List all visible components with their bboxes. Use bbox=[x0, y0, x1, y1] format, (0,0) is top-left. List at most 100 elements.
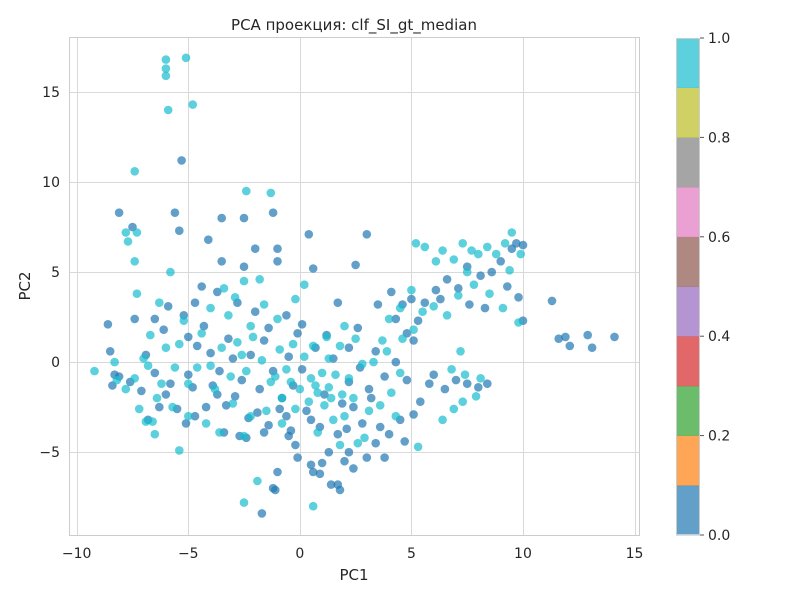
data-point-class-1 bbox=[514, 318, 523, 327]
data-point-class-0 bbox=[487, 267, 497, 277]
data-point-class-1 bbox=[291, 294, 300, 304]
data-point-class-0 bbox=[362, 453, 372, 462]
data-point-class-0 bbox=[130, 314, 139, 324]
data-point-class-0 bbox=[425, 379, 434, 389]
data-point-class-1 bbox=[143, 361, 153, 371]
data-point-class-1 bbox=[447, 365, 456, 374]
colorbar-band bbox=[676, 385, 700, 436]
data-point-class-1 bbox=[295, 384, 305, 394]
data-point-class-1 bbox=[257, 356, 267, 365]
grid-lines bbox=[70, 38, 639, 535]
data-point-class-1 bbox=[306, 374, 316, 383]
y-tick-label: 15 bbox=[42, 85, 60, 101]
data-point-class-0 bbox=[358, 419, 367, 428]
data-point-class-1 bbox=[163, 105, 173, 115]
data-point-class-0 bbox=[105, 347, 115, 356]
data-point-class-0 bbox=[163, 302, 173, 311]
data-point-class-1 bbox=[369, 357, 378, 367]
data-point-class-1 bbox=[418, 307, 427, 317]
data-point-class-0 bbox=[297, 320, 307, 329]
data-point-class-0 bbox=[230, 392, 240, 401]
colorbar-band bbox=[676, 286, 700, 337]
data-point-class-1 bbox=[458, 397, 468, 407]
data-point-class-1 bbox=[387, 388, 396, 398]
data-point-class-0 bbox=[273, 467, 282, 477]
data-point-class-0 bbox=[253, 408, 262, 417]
data-point-class-0 bbox=[337, 399, 347, 408]
data-point-class-1 bbox=[110, 357, 119, 367]
colorbar-band bbox=[676, 137, 700, 188]
data-point-class-0 bbox=[380, 453, 389, 462]
data-point-class-0 bbox=[349, 402, 358, 412]
data-point-class-1 bbox=[170, 363, 180, 372]
data-point-class-1 bbox=[398, 334, 407, 344]
data-point-class-0 bbox=[400, 437, 410, 446]
data-point-class-0 bbox=[273, 244, 282, 253]
data-point-class-1 bbox=[476, 374, 485, 383]
data-point-class-1 bbox=[360, 433, 369, 443]
data-point-class-1 bbox=[449, 404, 459, 414]
data-point-class-0 bbox=[353, 323, 363, 333]
data-point-class-1 bbox=[413, 442, 423, 452]
colorbar-frame bbox=[676, 38, 700, 535]
data-point-class-1 bbox=[286, 377, 296, 387]
data-point-class-0 bbox=[114, 208, 124, 217]
data-point-class-0 bbox=[284, 352, 294, 362]
data-point-class-1 bbox=[471, 392, 481, 401]
data-point-class-1 bbox=[395, 368, 405, 378]
colorbar-tick-label: 0.0 bbox=[708, 528, 730, 544]
data-point-class-0 bbox=[184, 332, 193, 342]
data-point-class-1 bbox=[273, 314, 282, 324]
data-point-class-1 bbox=[344, 374, 354, 383]
data-point-class-0 bbox=[391, 314, 401, 324]
data-point-class-0 bbox=[221, 401, 231, 410]
data-point-class-1 bbox=[161, 55, 171, 64]
data-point-class-1 bbox=[384, 314, 394, 324]
data-point-class-0 bbox=[184, 370, 193, 380]
data-point-class-0 bbox=[268, 208, 278, 217]
plot-frame bbox=[69, 37, 640, 536]
data-point-class-0 bbox=[380, 372, 389, 381]
data-point-class-0 bbox=[224, 334, 233, 344]
data-point-class-0 bbox=[206, 348, 215, 358]
data-point-class-1 bbox=[148, 417, 157, 426]
data-point-class-0 bbox=[366, 393, 376, 403]
data-point-class-1 bbox=[340, 321, 349, 331]
data-point-class-1 bbox=[420, 242, 430, 252]
data-point-class-1 bbox=[224, 311, 233, 320]
colorbar-band bbox=[676, 87, 700, 138]
data-point-class-1 bbox=[161, 64, 171, 73]
y-tick-label: 5 bbox=[51, 265, 60, 281]
data-point-class-0 bbox=[476, 271, 485, 281]
data-point-class-0 bbox=[293, 329, 302, 338]
data-point-class-1 bbox=[175, 446, 184, 455]
data-point-class-1 bbox=[358, 359, 367, 369]
data-point-class-1 bbox=[242, 186, 251, 196]
colorbar-tick-label: 0.8 bbox=[708, 130, 730, 146]
data-point-class-1 bbox=[505, 266, 514, 275]
data-point-class-1 bbox=[228, 399, 238, 408]
data-point-class-0 bbox=[150, 368, 160, 378]
data-point-class-1 bbox=[157, 379, 166, 389]
data-point-class-0 bbox=[512, 239, 521, 248]
colorbar-tick-label: 0.2 bbox=[708, 429, 730, 445]
data-point-class-0 bbox=[275, 404, 285, 414]
data-point-class-1 bbox=[168, 402, 177, 412]
data-point-class-1 bbox=[197, 329, 206, 338]
data-point-class-1 bbox=[121, 228, 131, 237]
data-point-class-0 bbox=[297, 365, 307, 374]
data-point-class-0 bbox=[340, 456, 349, 466]
data-point-class-0 bbox=[324, 447, 334, 457]
data-point-class-1 bbox=[262, 406, 271, 416]
data-point-class-1 bbox=[90, 366, 99, 376]
data-point-class-0 bbox=[409, 336, 418, 345]
data-point-class-0 bbox=[246, 350, 255, 360]
data-point-class-0 bbox=[554, 334, 563, 344]
data-point-class-0 bbox=[239, 213, 249, 223]
data-point-class-1 bbox=[146, 330, 155, 340]
data-point-class-0 bbox=[175, 226, 184, 235]
data-point-class-1 bbox=[308, 341, 318, 351]
data-points bbox=[90, 53, 619, 518]
data-point-class-0 bbox=[371, 347, 381, 356]
x-axis-ticks: −10 −5 0 5 10 15 bbox=[62, 546, 644, 562]
